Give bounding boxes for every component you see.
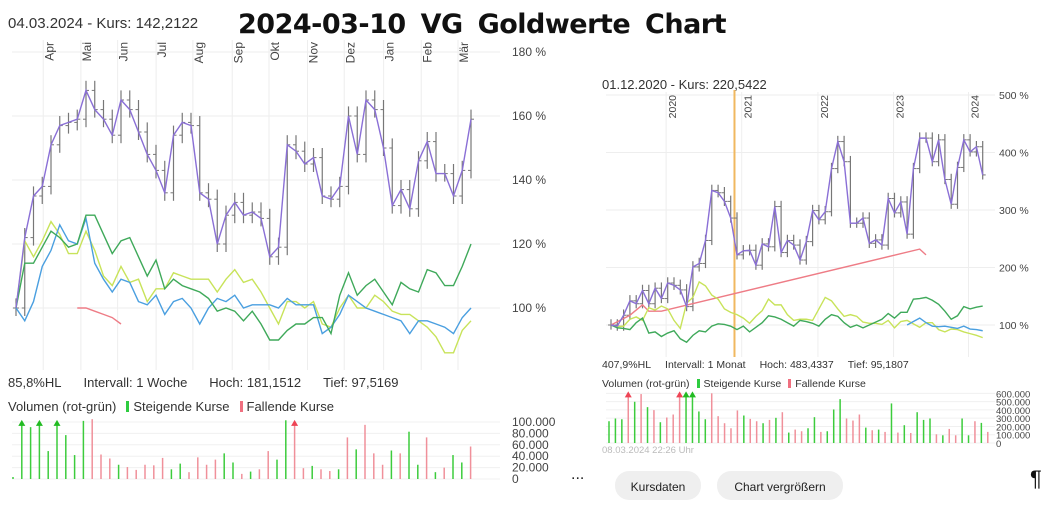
x-tick-label: Jul (155, 42, 169, 57)
left-chart-header: 04.03.2024 - Kurs: 142,2122 (8, 15, 199, 32)
y-tick-label: 300 % (999, 205, 1029, 217)
volume-tick-label: 500.000 (996, 398, 1030, 409)
down-label: Fallende Kurse (246, 399, 334, 414)
low-value: Tief: 97,5169 (323, 375, 399, 390)
x-tick-label: 2024 (970, 95, 982, 119)
volume-title: Volumen (rot-grün) (602, 378, 690, 390)
up-label: Steigende Kurse (703, 378, 782, 390)
up-swatch (126, 401, 130, 412)
ellipsis: ... (571, 466, 585, 483)
timestamp: 08.03.2024 22:26 Uhr (602, 445, 694, 456)
red-series-line (610, 248, 927, 326)
x-tick-label: Dez (343, 42, 357, 63)
hl-value: 85,8%HL (8, 375, 62, 390)
y-tick-label: 500 % (999, 90, 1029, 102)
volume-tick-label: 200.000 (996, 422, 1030, 433)
x-tick-label: Okt (268, 41, 282, 60)
green_dark-series-line (15, 214, 472, 341)
low-value: Tief: 95,1807 (847, 359, 909, 371)
red-series-line (77, 307, 122, 325)
x-tick-label: Mär (457, 42, 471, 63)
high-value: Hoch: 181,1512 (209, 375, 302, 390)
kursdaten-button[interactable]: Kursdaten (615, 471, 701, 500)
x-tick-label: Mai (80, 42, 94, 61)
y-tick-label: 200 % (999, 263, 1029, 275)
volume-tick-label: 100.000 (996, 431, 1030, 442)
volume-title: Volumen (rot-grün) (8, 399, 117, 414)
volume-overflow-arrow (18, 419, 26, 426)
pilcrow-mark: ¶ (1030, 466, 1042, 491)
volume-tick-label: 400.000 (996, 406, 1030, 417)
green_dark-series-line (610, 296, 983, 344)
hl-value: 407,9%HL (602, 359, 652, 371)
blue-series-line (15, 215, 472, 335)
y-tick-label: 100 % (512, 301, 546, 315)
y-tick-label: 100 % (999, 320, 1029, 332)
y-tick-label: 160 % (512, 109, 546, 123)
x-tick-label: Jan (383, 42, 397, 61)
y-tick-label: 120 % (512, 237, 546, 251)
down-label: Fallende Kurse (795, 378, 866, 390)
blue-series-line (906, 317, 983, 332)
volume-overflow-arrow (291, 419, 299, 426)
right-chart-header: 01.12.2020 - Kurs: 220,5422 (602, 77, 767, 92)
left-info-row: 85,8%HL Intervall: 1 Woche Hoch: 181,1512 T… (8, 375, 421, 390)
volume-tick-label: 600.000 (996, 389, 1030, 400)
interval-value: Intervall: 1 Woche (83, 375, 188, 390)
lime-series-line (610, 280, 983, 339)
x-tick-label: 2023 (895, 95, 907, 119)
up-label: Steigende Kurse (133, 399, 230, 414)
volume-overflow-arrow (676, 391, 684, 398)
volume-tick-label: 40.000 (512, 449, 549, 463)
left-volume-legend: Volumen (rot-grün) Steigende Kurse Fallend… (8, 399, 334, 414)
high-value: Hoch: 483,4337 (759, 359, 834, 371)
y-tick-label: 400 % (999, 148, 1029, 160)
volume-tick-label: 300.000 (996, 414, 1030, 425)
volume-overflow-arrow (35, 419, 43, 426)
x-tick-label: 2022 (819, 95, 831, 119)
volume-tick-label: 60.000 (512, 438, 549, 452)
volume-overflow-arrow (682, 391, 690, 398)
price-series-line (15, 88, 472, 309)
volume-tick-label: 20.000 (512, 461, 549, 475)
volume-overflow-arrow (688, 391, 696, 398)
y-tick-label: 140 % (512, 173, 546, 187)
right-info-row: 407,9%HL Intervall: 1 Monat Hoch: 483,4337… (602, 359, 931, 371)
x-tick-label: Apr (42, 42, 56, 61)
chart-enlarge-button[interactable]: Chart vergrößern (717, 471, 843, 500)
x-tick-label: 2021 (743, 95, 755, 119)
volume-tick-label: 80.000 (512, 426, 549, 440)
right-volume-legend: Volumen (rot-grün) Steigende Kurse Fallend… (602, 378, 866, 390)
volume-overflow-arrow (624, 391, 632, 398)
up-swatch (696, 379, 700, 388)
x-tick-label: 2020 (667, 95, 679, 119)
x-tick-label: Jun (117, 42, 131, 61)
price-series-line (610, 137, 984, 327)
x-tick-label: Aug (192, 42, 206, 63)
lime-series-line (15, 220, 472, 354)
page-title: 2024-03-10 VG Goldwerte Chart (238, 9, 727, 40)
down-swatch (239, 401, 243, 412)
interval-value: Intervall: 1 Monat (665, 359, 746, 371)
down-swatch (788, 379, 792, 388)
volume-tick-label: 100.000 (512, 415, 556, 429)
volume-overflow-arrow (53, 419, 61, 426)
x-tick-label: Sep (231, 42, 245, 64)
x-tick-label: Nov (307, 42, 321, 63)
volume-tick-label: 0 (996, 439, 1001, 450)
x-tick-label: Feb (420, 42, 434, 63)
volume-tick-label: 0 (512, 472, 519, 486)
y-tick-label: 180 % (512, 45, 546, 59)
